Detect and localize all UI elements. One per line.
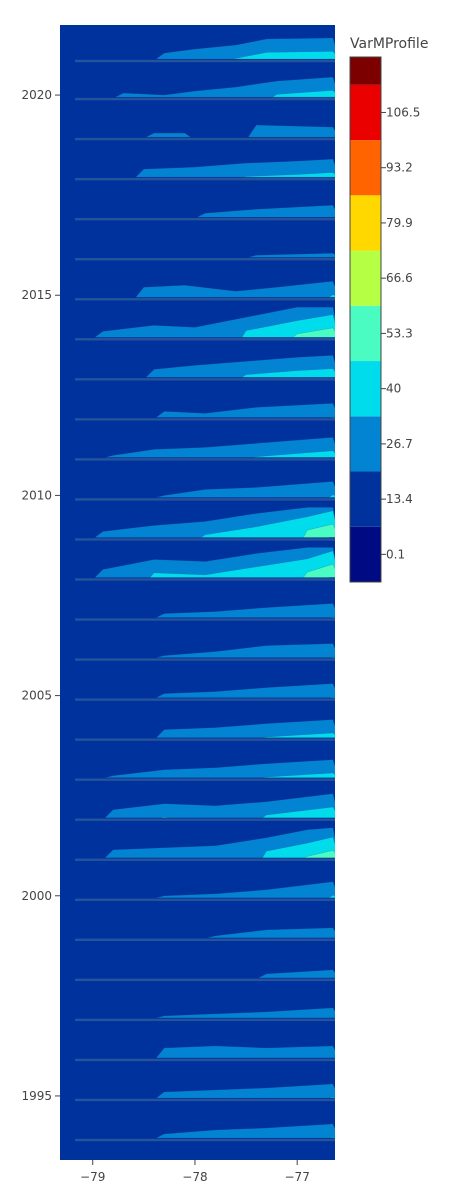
contour-seam-2	[75, 138, 335, 140]
contour-seam-6	[75, 298, 335, 300]
contour-seam-18	[75, 778, 335, 780]
contour-seam-16	[75, 698, 335, 700]
y-tick-label-5: 2020	[21, 88, 52, 102]
contour-seam-1	[75, 98, 335, 100]
colorbar-segment-7	[350, 140, 381, 195]
contour-seam-12	[75, 538, 335, 540]
colorbar-tick-label-5: 66.6	[386, 271, 413, 285]
contour-seam-26	[75, 1099, 335, 1101]
contour-seam-7	[75, 338, 335, 340]
colorbar-tick-label-4: 53.3	[386, 326, 413, 340]
contour-band-2-level-2-1	[248, 125, 339, 137]
colorbar-segment-6	[350, 195, 381, 250]
colorbar: VarMProfile 0.1 13.4 26.7 40 53.3 66.6 79.9 93.…	[350, 36, 428, 582]
x-axis: −79 −78 −77	[80, 1160, 310, 1184]
colorbar-tick-label-0: 0.1	[386, 547, 405, 561]
contour-seam-14	[75, 618, 335, 620]
colorbar-tick-label-7: 93.2	[386, 161, 413, 175]
x-tick-label-1: −78	[182, 1170, 207, 1184]
colorbar-tick-label-6: 79.9	[386, 216, 413, 230]
colorbar-tick-label-8: 106.5	[386, 105, 420, 119]
contour-seam-0	[75, 60, 335, 62]
contour-band-2-level-2-0	[146, 133, 191, 137]
contour-seam-17	[75, 738, 335, 740]
contour-seam-4	[75, 218, 335, 220]
contour-seam-10	[75, 458, 335, 460]
y-tick-label-2: 2005	[21, 689, 52, 703]
contour-seam-23	[75, 979, 335, 981]
y-tick-label-0: 1995	[21, 1089, 52, 1103]
contour-seam-8	[75, 378, 335, 380]
contour-seam-13	[75, 578, 335, 580]
colorbar-segment-5	[350, 251, 381, 306]
contour-seam-5	[75, 258, 335, 260]
contour-seam-19	[75, 819, 335, 821]
contour-seam-3	[75, 178, 335, 180]
colorbar-segment-9	[350, 57, 381, 85]
contour-seam-22	[75, 939, 335, 941]
colorbar-segment-2	[350, 416, 381, 471]
plot-area	[60, 25, 339, 1160]
colorbar-segment-1	[350, 472, 381, 527]
contour-seam-15	[75, 658, 335, 660]
colorbar-tick-label-3: 40	[386, 382, 401, 396]
x-tick-label-0: −79	[80, 1170, 105, 1184]
y-tick-label-3: 2010	[21, 488, 52, 502]
contour-seam-9	[75, 418, 335, 420]
colorbar-segment-3	[350, 361, 381, 416]
colorbar-segment-0	[350, 527, 381, 582]
y-tick-label-1: 2000	[21, 889, 52, 903]
colorbar-title: VarMProfile	[350, 36, 428, 52]
y-axis: 1995 2000 2005 2010 2015 2020	[21, 88, 60, 1103]
contour-band-25-level-2-0	[156, 1046, 339, 1058]
colorbar-segment-8	[350, 85, 381, 140]
contour-seam-25	[75, 1059, 335, 1061]
y-tick-label-4: 2015	[21, 288, 52, 302]
contour-seam-11	[75, 498, 335, 500]
contour-seam-21	[75, 899, 335, 901]
colorbar-segment-4	[350, 306, 381, 361]
contour-seam-20	[75, 859, 335, 861]
x-tick-label-2: −77	[285, 1170, 310, 1184]
contour-seam-24	[75, 1019, 335, 1021]
contour-seam-27	[75, 1139, 335, 1141]
plot-background	[60, 25, 335, 1160]
colorbar-tick-label-1: 13.4	[386, 492, 413, 506]
colorbar-tick-label-2: 26.7	[386, 437, 413, 451]
